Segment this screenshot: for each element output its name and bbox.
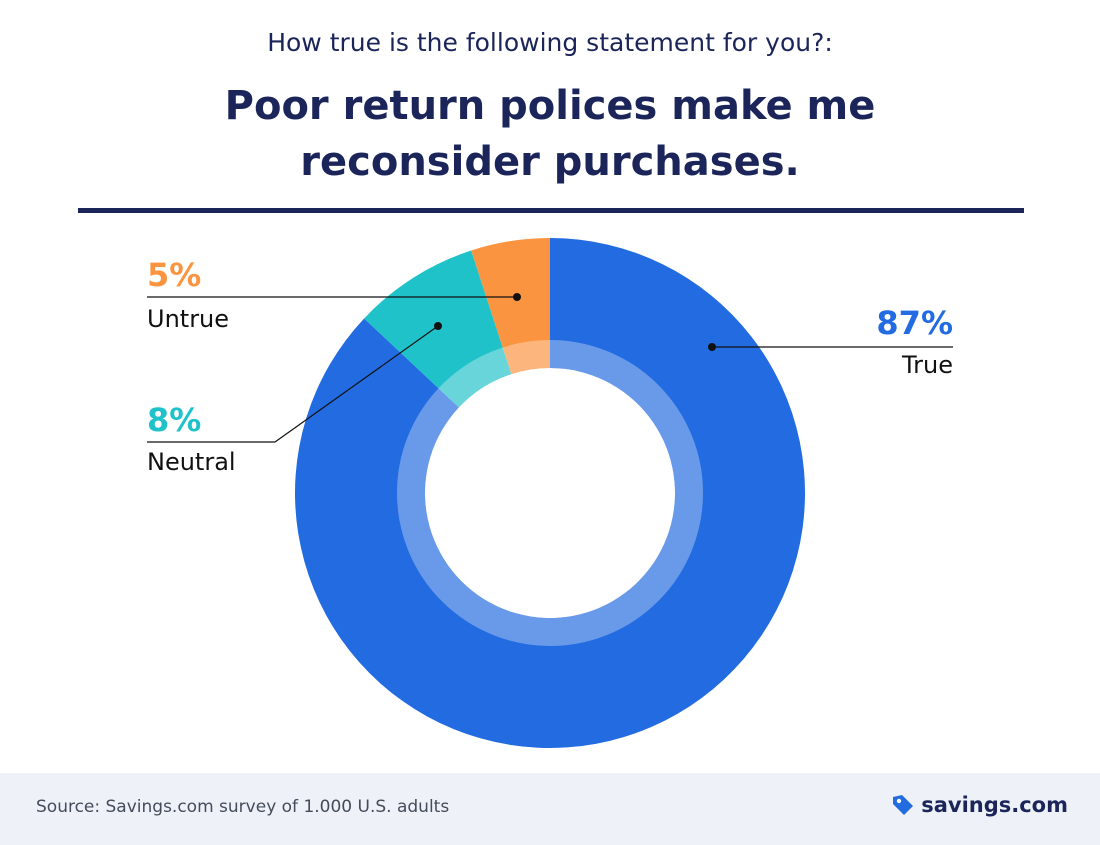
inner-ring [397, 340, 703, 646]
donut-slice [471, 238, 550, 375]
value-label: 8% [147, 401, 201, 439]
donut-slice [295, 238, 806, 748]
value-label: 5% [147, 256, 201, 294]
footer: Source: Savings.com survey of 1.000 U.S.… [0, 773, 1100, 845]
leader-dot [513, 293, 521, 301]
divider [78, 208, 1024, 213]
leader-dot [708, 343, 716, 351]
category-label: Untrue [147, 305, 229, 333]
value-label: 87% [876, 304, 953, 342]
chart-title: Poor return polices make me reconsider p… [224, 83, 876, 185]
category-label: True [901, 351, 953, 379]
leader-dot [434, 322, 442, 330]
chart-subtitle: How true is the following statement for … [267, 28, 833, 57]
source-note: Source: Savings.com survey of 1.000 U.S.… [36, 797, 450, 817]
category-label: Neutral [147, 448, 236, 476]
leader-line [147, 325, 439, 443]
brand-icon [893, 795, 914, 815]
brand-logo: savings.com [891, 793, 1068, 817]
chart: 87% True 8% Neutral 5% Untrue [147, 238, 953, 748]
brand-name: savings.com [921, 793, 1068, 817]
